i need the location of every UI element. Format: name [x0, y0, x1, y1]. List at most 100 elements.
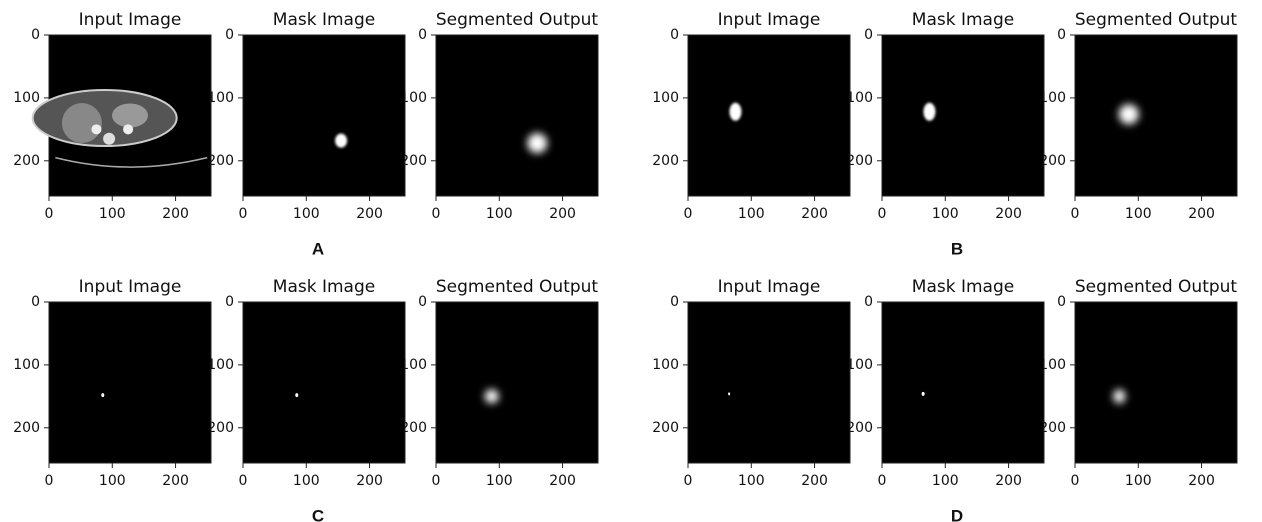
kidney — [123, 124, 133, 134]
panel-label: D — [951, 506, 963, 522]
panel-title: Segmented Output — [436, 10, 599, 30]
blob — [728, 392, 730, 395]
x-tick-label: 200 — [162, 206, 189, 222]
image — [1075, 35, 1237, 196]
liver — [62, 103, 102, 143]
x-tick-label: 100 — [1125, 473, 1152, 489]
x-tick-label: 100 — [1125, 206, 1152, 222]
x-tick-label: 100 — [738, 206, 765, 222]
panel-title: Mask Image — [912, 277, 1014, 297]
panel-title: Segmented Output — [1075, 277, 1238, 297]
panel-title: Mask Image — [273, 277, 375, 297]
y-tick-label: 0 — [418, 27, 427, 43]
x-tick-label: 100 — [486, 473, 513, 489]
x-tick-label: 200 — [995, 206, 1022, 222]
image — [436, 302, 598, 463]
image — [882, 35, 1044, 196]
y-tick-label: 100 — [652, 357, 679, 373]
x-tick-label: 0 — [45, 206, 54, 222]
y-tick-label: 0 — [418, 294, 427, 310]
x-tick-label: 200 — [801, 473, 828, 489]
organ — [112, 104, 148, 128]
image-panel — [1075, 302, 1237, 463]
blob — [1119, 104, 1139, 124]
y-tick-label: 200 — [13, 153, 40, 169]
y-tick-label: 0 — [1057, 27, 1066, 43]
image-panel — [436, 302, 598, 463]
y-tick-label: 0 — [670, 294, 679, 310]
blob — [922, 392, 925, 396]
image-panel — [436, 35, 598, 196]
x-tick-label: 0 — [878, 473, 887, 489]
image — [49, 302, 211, 463]
panel-title: Input Image — [718, 277, 821, 297]
spine — [103, 133, 115, 145]
image — [243, 302, 405, 463]
blob — [101, 393, 104, 397]
image — [688, 302, 850, 463]
y-tick-label: 0 — [225, 294, 234, 310]
blob — [729, 103, 741, 121]
x-tick-label: 200 — [801, 206, 828, 222]
blob — [335, 134, 347, 148]
blob — [527, 133, 547, 153]
panel-title: Segmented Output — [436, 277, 599, 297]
image-panel — [688, 35, 850, 196]
x-tick-label: 200 — [162, 473, 189, 489]
x-tick-label: 100 — [932, 473, 959, 489]
panel-label: B — [951, 239, 963, 258]
panel-label: C — [312, 506, 324, 522]
x-tick-label: 0 — [684, 206, 693, 222]
x-tick-label: 100 — [932, 206, 959, 222]
x-tick-label: 100 — [99, 473, 126, 489]
blob — [295, 393, 298, 397]
y-tick-label: 0 — [225, 27, 234, 43]
x-tick-label: 200 — [356, 473, 383, 489]
image-panel — [1075, 35, 1237, 196]
panel-title: Mask Image — [912, 10, 1014, 30]
y-tick-label: 0 — [1057, 294, 1066, 310]
y-tick-label: 100 — [652, 90, 679, 106]
x-tick-label: 0 — [432, 473, 441, 489]
image — [436, 35, 598, 196]
x-tick-label: 100 — [99, 206, 126, 222]
image-panel — [882, 302, 1044, 463]
panel-title: Mask Image — [273, 10, 375, 30]
blob — [1113, 389, 1125, 403]
x-tick-label: 0 — [878, 206, 887, 222]
x-tick-label: 0 — [45, 473, 54, 489]
x-tick-label: 100 — [293, 473, 320, 489]
y-tick-label: 0 — [31, 27, 40, 43]
x-tick-label: 0 — [239, 473, 248, 489]
x-tick-label: 0 — [1071, 473, 1080, 489]
panel-title: Input Image — [718, 10, 821, 30]
y-tick-label: 100 — [13, 357, 40, 373]
x-tick-label: 200 — [995, 473, 1022, 489]
y-tick-label: 200 — [13, 420, 40, 436]
image — [882, 302, 1044, 463]
x-tick-label: 0 — [684, 473, 693, 489]
page: {"titles": ["Input Image", "Mask Image",… — [0, 0, 1262, 522]
image-panel — [33, 35, 211, 196]
kidney — [91, 124, 101, 134]
image-panel — [243, 35, 405, 196]
blob — [485, 389, 499, 403]
y-tick-label: 100 — [13, 90, 40, 106]
x-tick-label: 0 — [239, 206, 248, 222]
y-tick-label: 0 — [670, 27, 679, 43]
panel-title: Input Image — [79, 277, 182, 297]
image — [243, 35, 405, 196]
blob — [923, 103, 935, 121]
panel-label: A — [312, 239, 324, 258]
image — [1075, 302, 1237, 463]
y-tick-label: 200 — [652, 420, 679, 436]
image-panel — [882, 35, 1044, 196]
y-tick-label: 0 — [864, 294, 873, 310]
y-tick-label: 0 — [864, 27, 873, 43]
x-tick-label: 200 — [356, 206, 383, 222]
image — [688, 35, 850, 196]
x-tick-label: 200 — [1188, 473, 1215, 489]
x-tick-label: 200 — [1188, 206, 1215, 222]
image-panel — [49, 302, 211, 463]
image-panel — [688, 302, 850, 463]
